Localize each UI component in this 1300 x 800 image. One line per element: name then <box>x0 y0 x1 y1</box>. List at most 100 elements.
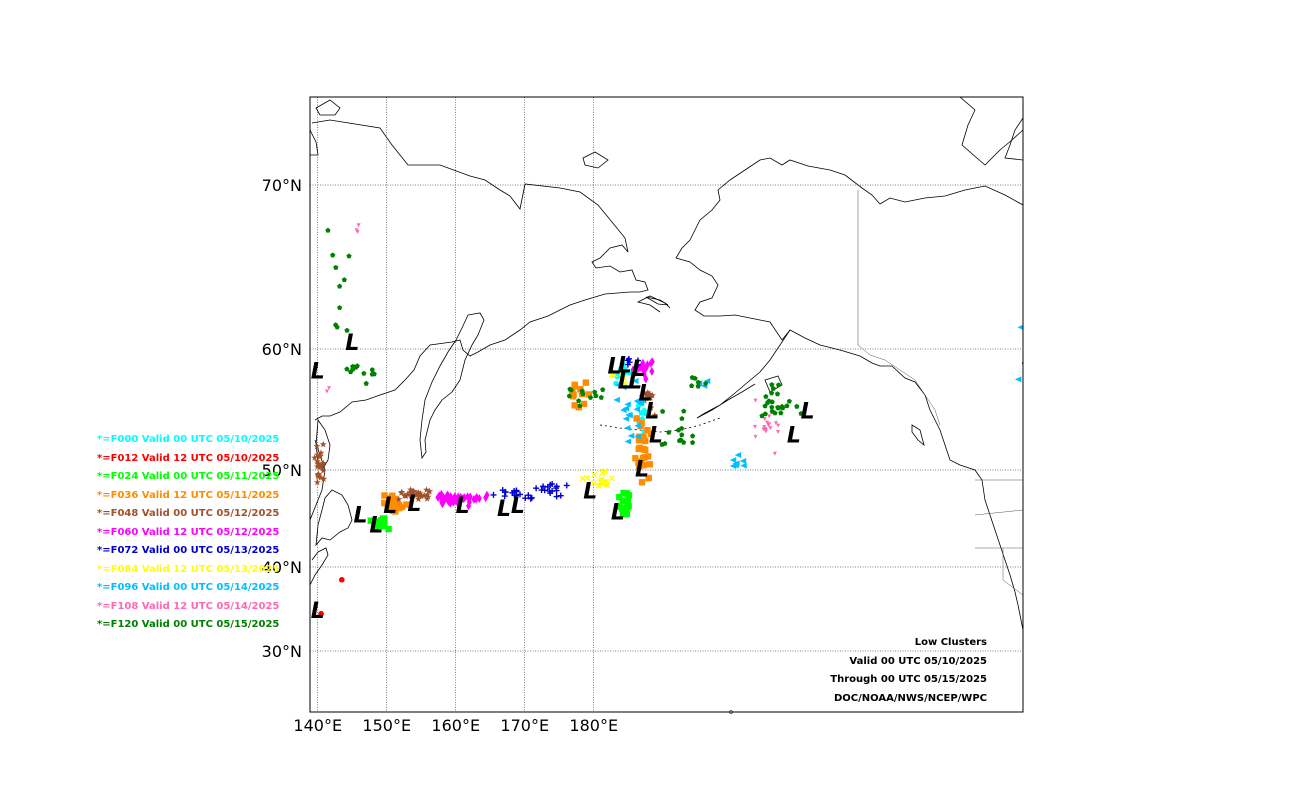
cluster-point <box>547 490 554 497</box>
cluster-point <box>579 475 586 482</box>
cluster-point <box>608 475 615 482</box>
cluster-point <box>407 489 414 496</box>
coastlines <box>310 97 1023 631</box>
low-center-label: L <box>1021 345 1035 370</box>
cluster-point <box>441 495 447 505</box>
cluster-point <box>689 383 695 388</box>
cluster-point <box>772 451 777 456</box>
cluster-point <box>391 495 399 503</box>
cluster-point <box>798 410 804 416</box>
cluster-point <box>662 440 668 446</box>
cluster-point <box>778 410 784 416</box>
borders <box>857 190 1023 596</box>
cluster-point <box>416 489 424 497</box>
cluster-point <box>640 461 648 469</box>
low-center-label: L <box>607 355 621 380</box>
cluster-point <box>639 360 645 370</box>
legend-entry-f036: *=F036 Valid 12 UTC 05/11/2025 <box>97 489 280 501</box>
cluster-point <box>631 368 638 375</box>
low-center-label: L <box>645 400 659 425</box>
cluster-point <box>620 384 627 391</box>
low-center-label: L <box>583 479 597 504</box>
cluster-point <box>501 493 508 500</box>
island-wrangel <box>582 151 609 169</box>
legend-entry-f012: *=F012 Valid 12 UTC 05/10/2025 <box>97 452 280 464</box>
cluster-point <box>460 494 466 504</box>
map-pole-dot <box>729 710 733 714</box>
cluster-point <box>666 429 672 435</box>
cluster-point <box>484 490 490 500</box>
cluster-point <box>762 411 768 417</box>
coastline-alaska-peninsula <box>696 329 791 419</box>
cluster-point <box>325 227 331 233</box>
cluster-point <box>679 432 685 437</box>
cluster-point <box>381 499 388 507</box>
cluster-point <box>580 400 588 408</box>
cluster-point <box>690 433 696 439</box>
low-center-label: L <box>628 369 642 394</box>
cluster-point <box>597 478 604 485</box>
coastline-alaska <box>689 157 1023 241</box>
cluster-point <box>337 305 343 310</box>
cluster-point <box>776 382 782 388</box>
cluster-point <box>626 370 633 376</box>
cluster-point <box>689 374 695 380</box>
low-center-label: L <box>407 492 421 517</box>
cluster-point <box>753 424 758 429</box>
cluster-point <box>679 416 685 421</box>
cluster-point <box>762 424 767 429</box>
cluster-point <box>624 401 631 408</box>
coastline-japan-honshu <box>310 547 329 586</box>
longitude-label: 150°E <box>362 716 411 735</box>
cluster-point <box>632 455 639 462</box>
border-alaska-canada <box>857 190 941 426</box>
latitude-label: 50°N <box>262 461 302 480</box>
cluster-point <box>587 394 594 400</box>
cluster-point <box>354 228 359 233</box>
cluster-point <box>397 489 405 496</box>
legend-entry-f048: *=F048 Valid 00 UTC 05/12/2025 <box>97 508 280 519</box>
latitude-label: 70°N <box>262 176 302 195</box>
cluster-point <box>315 470 322 477</box>
cluster-point <box>695 383 701 389</box>
cluster-point <box>624 425 631 432</box>
low-center-label: L <box>618 369 632 394</box>
cluster-point <box>317 449 325 456</box>
cluster-point <box>367 517 375 524</box>
cluster-point <box>768 426 773 431</box>
cluster-point <box>363 380 369 386</box>
low-center-label: L <box>511 494 525 519</box>
low-center-label: L <box>456 494 470 519</box>
cluster-point <box>473 494 479 504</box>
cluster-point <box>549 480 556 487</box>
cluster-point <box>313 458 321 465</box>
cluster-point <box>528 494 535 501</box>
cluster-point <box>640 433 647 441</box>
cluster-point <box>645 474 652 482</box>
low-center-label: L <box>311 599 325 624</box>
cluster-point <box>681 439 687 445</box>
cluster-point <box>620 489 627 497</box>
cluster-point <box>641 454 648 461</box>
cluster-point <box>445 494 451 504</box>
coastline-kamchatka <box>419 312 485 460</box>
cluster-point <box>423 486 430 493</box>
cluster-point <box>770 385 776 391</box>
cluster-point <box>646 461 654 468</box>
cluster-point <box>385 525 392 533</box>
cluster-point <box>647 394 654 401</box>
border-province <box>974 509 1023 516</box>
cluster-point <box>608 372 615 379</box>
cluster-point <box>553 493 560 500</box>
axis-labels: 70°N 60°N 50°N 40°N 30°N 140°E 150°E 160°E 170°E… <box>262 176 618 735</box>
longitude-label: 140°E <box>293 716 342 735</box>
cluster-point <box>649 357 655 367</box>
cluster-point <box>794 403 800 409</box>
cluster-point <box>320 475 328 482</box>
cluster-point <box>729 457 737 464</box>
cluster-point <box>334 324 340 330</box>
cluster-point <box>557 492 564 499</box>
longitude-label: 160°E <box>431 716 480 735</box>
low-center-label: L <box>611 501 625 526</box>
